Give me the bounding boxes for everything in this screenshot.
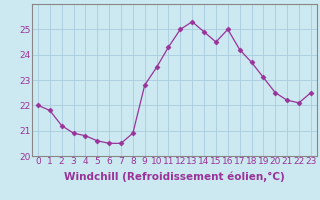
X-axis label: Windchill (Refroidissement éolien,°C): Windchill (Refroidissement éolien,°C) — [64, 172, 285, 182]
